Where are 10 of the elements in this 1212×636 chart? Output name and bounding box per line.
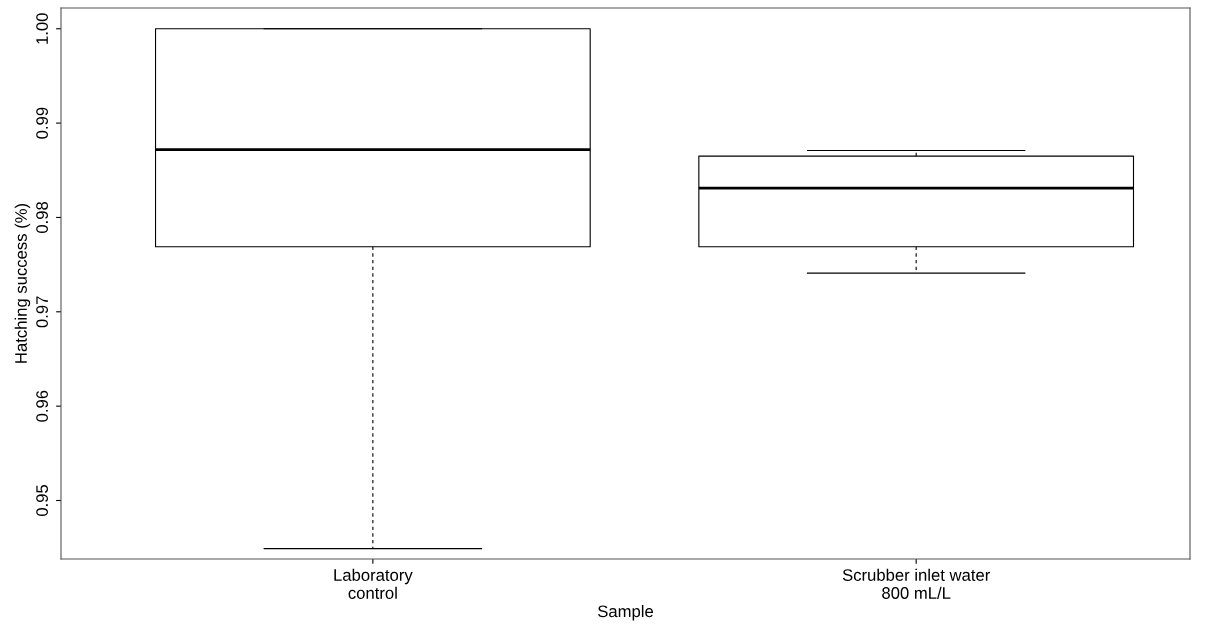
y-tick-label: 0.96 [36,390,48,422]
y-tick-label: 0.98 [36,201,48,234]
x-tick-label: Laboratory control [334,568,413,599]
y-tick-label: 0.99 [36,107,48,139]
y-tick-label: 0.97 [36,296,48,328]
x-axis-title: Sample [598,604,654,621]
x-tick-label: Scrubber inlet water 800 mL/L [842,568,991,599]
y-axis-title: Hatching success (%) [14,203,31,363]
y-tick-label: 0.95 [36,484,48,517]
y-tick-label: 1.00 [36,13,48,44]
